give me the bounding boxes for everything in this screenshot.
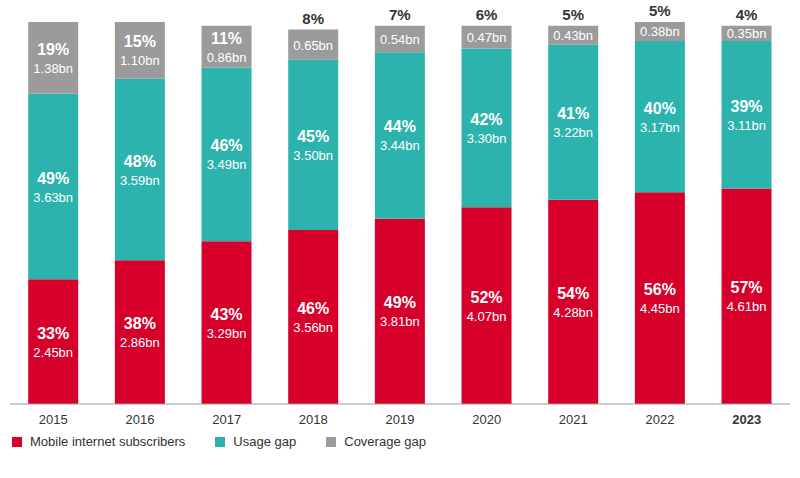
- svg-text:2019: 2019: [386, 412, 415, 427]
- svg-text:57%: 57%: [731, 279, 763, 296]
- svg-text:4.07bn: 4.07bn: [467, 309, 507, 324]
- svg-text:46%: 46%: [211, 137, 243, 154]
- svg-text:0.54bn: 0.54bn: [380, 32, 420, 47]
- html-text:Coverage gap: Coverage gap: [344, 434, 426, 449]
- svg-text:2.86bn: 2.86bn: [120, 335, 160, 350]
- svg-text:49%: 49%: [384, 294, 416, 311]
- svg-text:3.29bn: 3.29bn: [207, 326, 247, 341]
- svg-text:41%: 41%: [557, 105, 589, 122]
- svg-text:0.38bn: 0.38bn: [640, 24, 680, 39]
- svg-text:3.56bn: 3.56bn: [293, 320, 333, 335]
- svg-text:7%: 7%: [389, 6, 411, 23]
- svg-text:0.65bn: 0.65bn: [293, 38, 333, 53]
- html-text:Mobile internet subscribers: Mobile internet subscribers: [30, 434, 186, 449]
- svg-text:2022: 2022: [646, 412, 675, 427]
- svg-text:8%: 8%: [302, 10, 324, 27]
- svg-text:2023: 2023: [732, 412, 761, 427]
- svg-text:0.35bn: 0.35bn: [727, 26, 767, 41]
- svg-text:0.47bn: 0.47bn: [467, 30, 507, 45]
- svg-text:5%: 5%: [562, 6, 584, 23]
- svg-text:3.22bn: 3.22bn: [553, 125, 593, 140]
- svg-text:43%: 43%: [211, 306, 243, 323]
- svg-text:4.61bn: 4.61bn: [727, 299, 767, 314]
- svg-text:4%: 4%: [736, 6, 758, 23]
- svg-text:44%: 44%: [384, 118, 416, 135]
- svg-text:2016: 2016: [126, 412, 155, 427]
- svg-text:2015: 2015: [39, 412, 68, 427]
- svg-text:52%: 52%: [471, 289, 503, 306]
- svg-text:0.86bn: 0.86bn: [207, 50, 247, 65]
- svg-text:3.81bn: 3.81bn: [380, 314, 420, 329]
- svg-text:39%: 39%: [731, 98, 763, 115]
- svg-text:1.10bn: 1.10bn: [120, 53, 160, 68]
- svg-text:5%: 5%: [649, 2, 671, 19]
- svg-text:1.38bn: 1.38bn: [33, 61, 73, 76]
- svg-text:3.30bn: 3.30bn: [467, 131, 507, 146]
- svg-text:3.11bn: 3.11bn: [727, 118, 766, 133]
- svg-text:6%: 6%: [476, 6, 498, 23]
- svg-text:0.43bn: 0.43bn: [553, 28, 593, 43]
- svg-text:40%: 40%: [644, 100, 676, 117]
- svg-text:19%: 19%: [37, 41, 69, 58]
- svg-text:3.49bn: 3.49bn: [207, 157, 247, 172]
- svg-text:3.63bn: 3.63bn: [33, 190, 73, 205]
- svg-text:2020: 2020: [472, 412, 501, 427]
- svg-text:48%: 48%: [124, 153, 156, 170]
- svg-text:3.17bn: 3.17bn: [640, 120, 680, 135]
- svg-text:46%: 46%: [297, 300, 329, 317]
- svg-text:54%: 54%: [557, 285, 589, 302]
- html-text:Usage gap: Usage gap: [233, 434, 297, 449]
- svg-text:4.45bn: 4.45bn: [640, 301, 680, 316]
- svg-text:3.59bn: 3.59bn: [120, 173, 160, 188]
- svg-text:11%: 11%: [211, 30, 242, 47]
- svg-text:45%: 45%: [297, 128, 329, 145]
- svg-text:2.45bn: 2.45bn: [33, 345, 73, 360]
- svg-text:15%: 15%: [124, 33, 156, 50]
- svg-text:38%: 38%: [124, 315, 156, 332]
- svg-text:2018: 2018: [299, 412, 328, 427]
- svg-text:2017: 2017: [212, 412, 241, 427]
- svg-text:33%: 33%: [37, 325, 69, 342]
- svg-text:3.50bn: 3.50bn: [293, 148, 333, 163]
- svg-text:2021: 2021: [559, 412, 588, 427]
- svg-text:3.44bn: 3.44bn: [380, 138, 420, 153]
- svg-text:49%: 49%: [37, 170, 69, 187]
- svg-text:42%: 42%: [471, 111, 503, 128]
- svg-text:4.28bn: 4.28bn: [553, 305, 593, 320]
- svg-text:56%: 56%: [644, 281, 676, 298]
